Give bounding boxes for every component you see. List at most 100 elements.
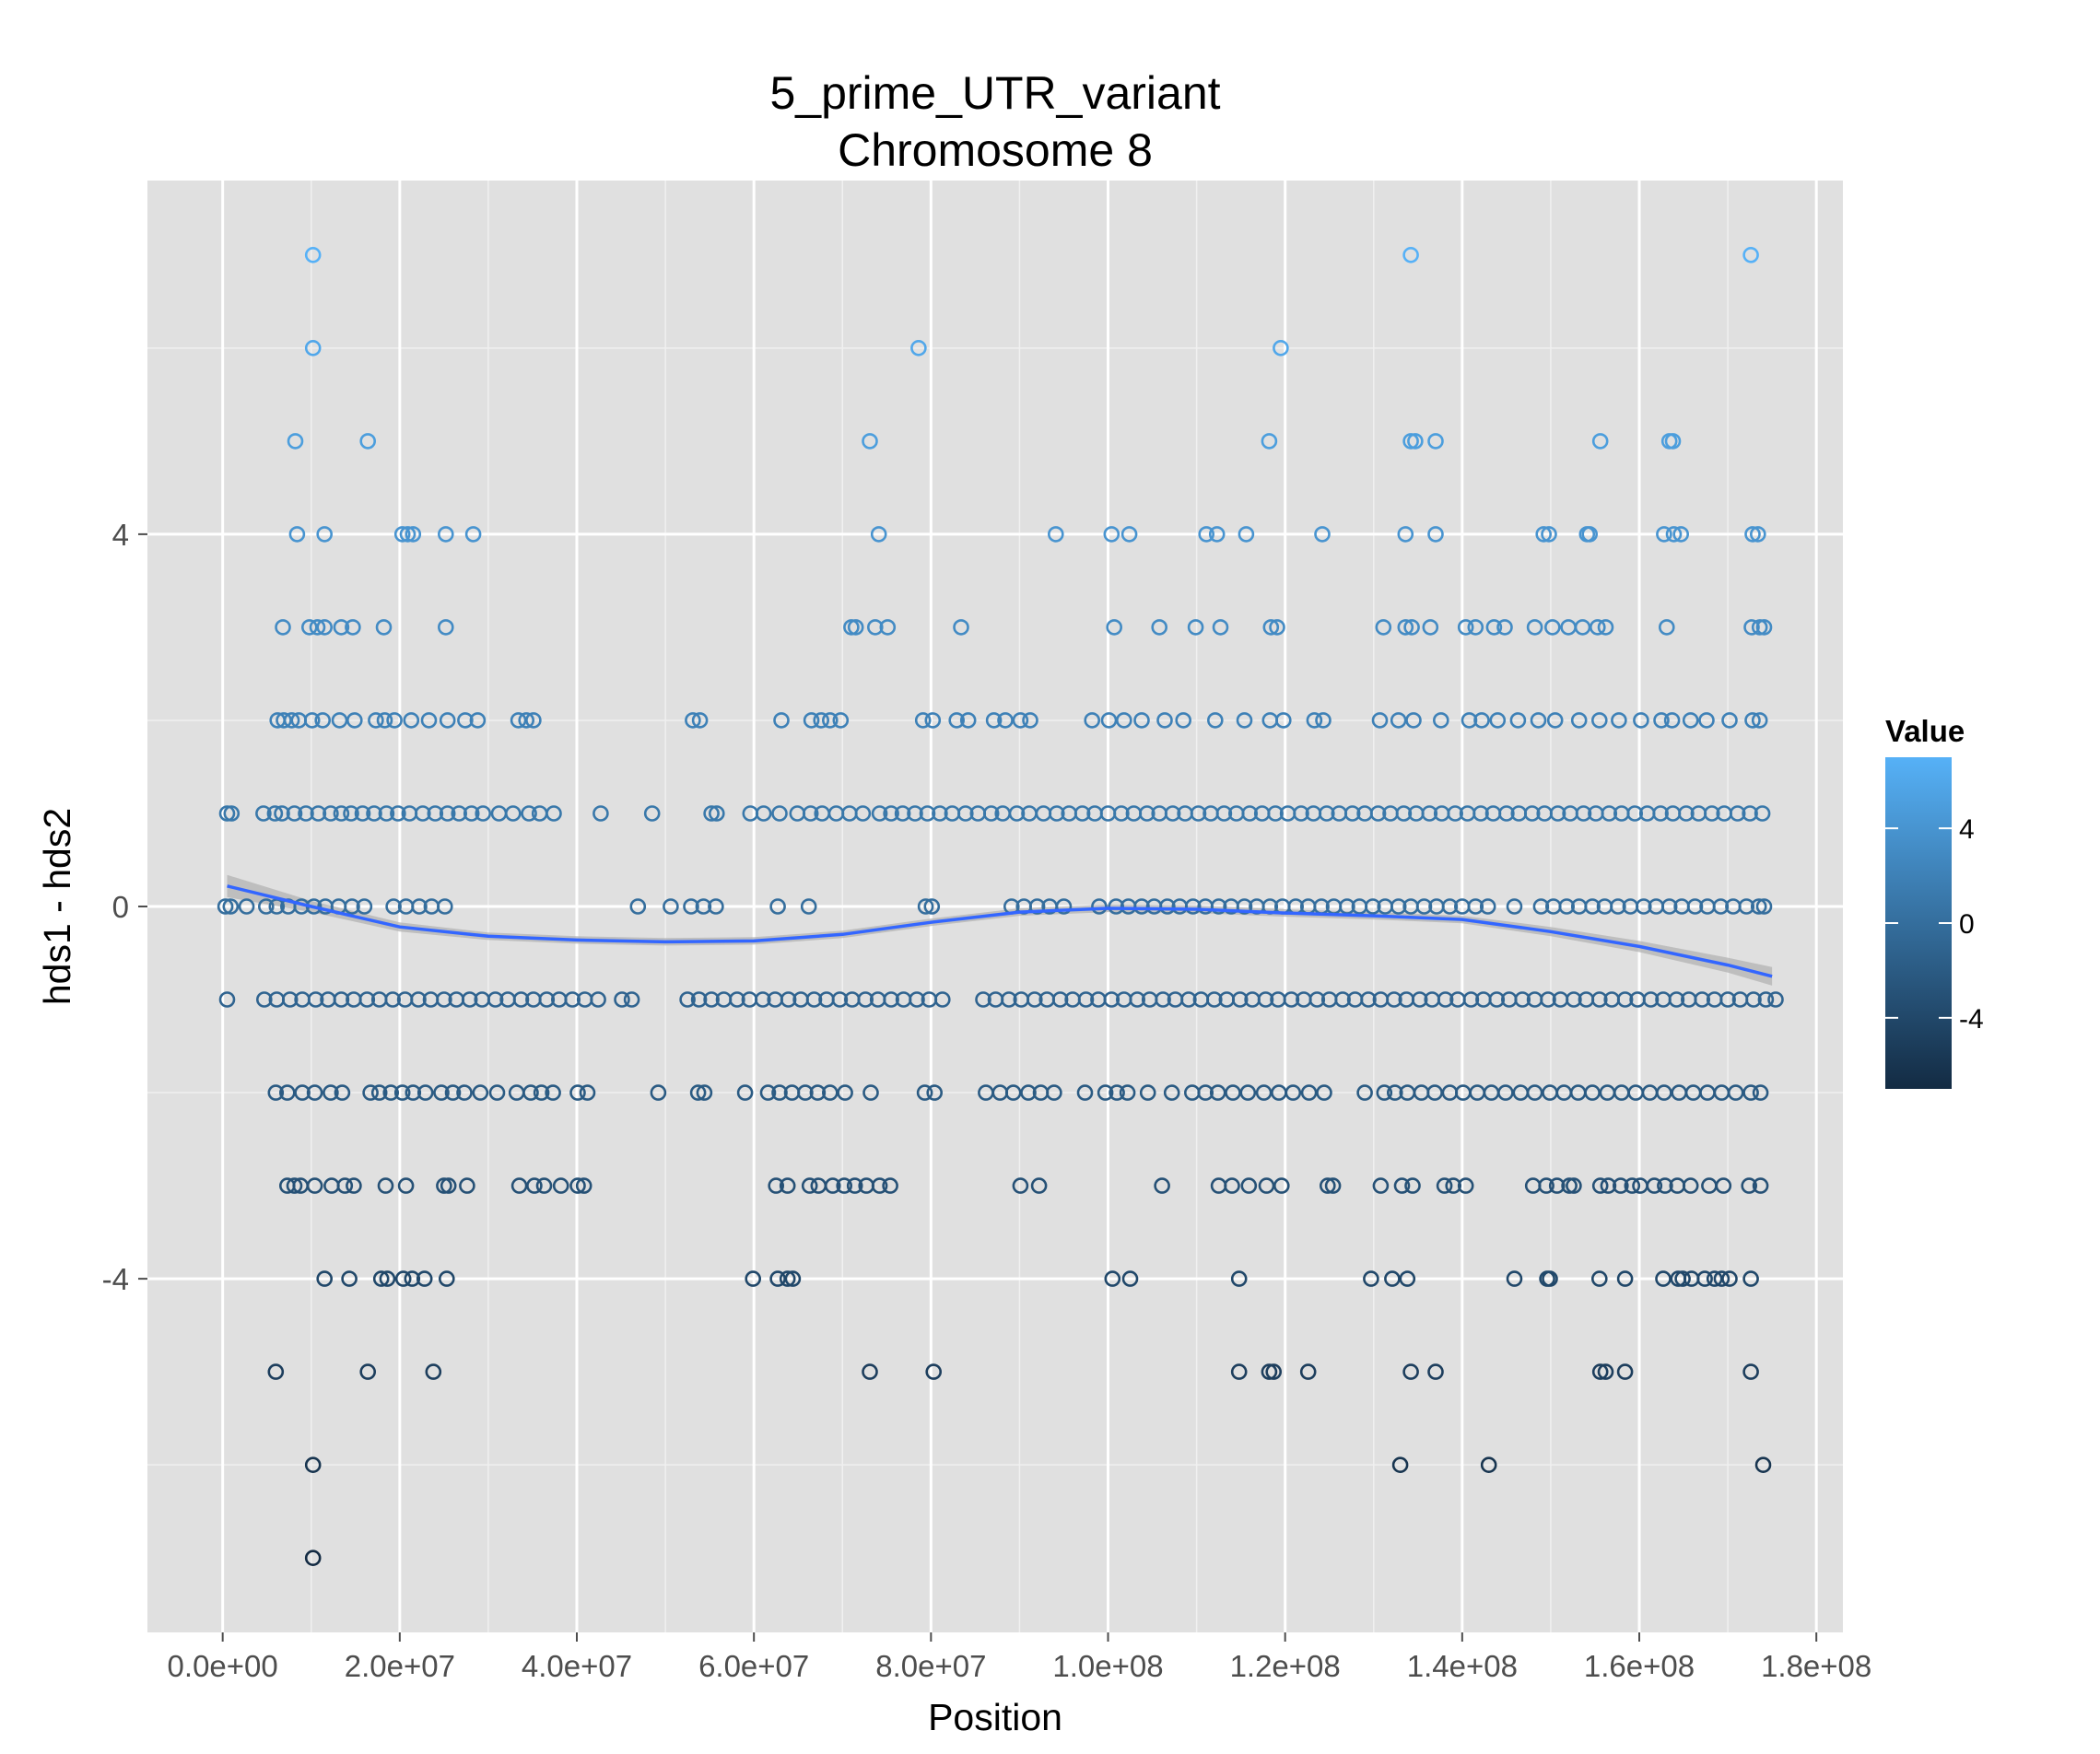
data-point <box>847 619 864 636</box>
data-point <box>1532 898 1550 915</box>
data-point <box>306 1084 323 1101</box>
data-point <box>685 712 701 729</box>
data-point <box>1411 991 1428 1008</box>
data-point <box>755 805 772 822</box>
data-point <box>1544 619 1561 636</box>
data-point <box>846 1177 863 1194</box>
data-point <box>1584 1084 1601 1101</box>
data-point <box>1207 712 1224 729</box>
x-tick-label: 1.0e+08 <box>1052 1649 1163 1683</box>
data-point <box>1241 805 1258 822</box>
data-point <box>1600 1177 1617 1194</box>
data-point <box>924 712 942 729</box>
data-point <box>1100 712 1118 729</box>
data-point <box>286 805 303 822</box>
data-point <box>1744 526 1761 543</box>
data-point <box>366 805 382 822</box>
data-point <box>1343 805 1361 822</box>
legend-ticks: 4 0 -4 <box>1885 814 1984 1035</box>
data-point <box>1129 991 1145 1008</box>
data-point <box>1267 805 1284 822</box>
data-point <box>427 805 444 822</box>
data-point <box>1407 433 1424 450</box>
data-point <box>370 1084 388 1101</box>
data-point <box>1422 619 1439 636</box>
data-point <box>883 991 899 1008</box>
data-point <box>346 1177 362 1194</box>
data-point <box>1489 712 1507 729</box>
data-point <box>1686 898 1704 915</box>
data-point <box>1591 712 1608 729</box>
data-point <box>1206 991 1223 1008</box>
data-point <box>1293 805 1309 822</box>
data-point <box>1704 805 1720 822</box>
legend: Value 4 0 -4 <box>1885 714 1984 1089</box>
scatter-points <box>217 246 1784 1566</box>
data-point <box>1457 619 1474 636</box>
y-tick-label: 4 <box>112 518 129 552</box>
data-point <box>294 1084 311 1101</box>
data-point <box>1319 805 1335 822</box>
legend-title: Value <box>1885 714 1965 748</box>
data-point <box>1393 1177 1411 1194</box>
data-point <box>1133 712 1150 729</box>
data-point <box>376 712 393 729</box>
data-point <box>356 898 373 915</box>
data-point <box>345 619 361 636</box>
smooth-line <box>227 884 1773 978</box>
data-point <box>1712 898 1730 915</box>
data-point <box>275 619 291 636</box>
x-tick-label: 1.8e+08 <box>1761 1649 1871 1683</box>
data-point <box>1742 246 1759 263</box>
data-point <box>1754 805 1771 822</box>
data-point <box>759 1084 777 1101</box>
data-point <box>385 898 402 915</box>
data-point <box>1055 898 1073 915</box>
data-point <box>932 805 948 822</box>
data-point <box>1390 712 1407 729</box>
data-point <box>1404 1177 1421 1194</box>
data-point <box>1208 526 1226 543</box>
data-point <box>1238 526 1255 543</box>
data-point <box>1316 1084 1332 1101</box>
data-point <box>1230 1270 1248 1287</box>
data-point <box>1315 712 1332 729</box>
data-point <box>1371 712 1389 729</box>
data-point <box>866 619 884 636</box>
data-point <box>879 619 897 636</box>
data-point <box>1597 619 1614 636</box>
data-point <box>436 898 453 915</box>
data-point <box>1755 898 1773 915</box>
data-point <box>857 991 874 1008</box>
data-point <box>375 619 393 636</box>
data-point <box>439 805 456 822</box>
data-point <box>650 1084 667 1101</box>
data-point <box>862 433 878 450</box>
data-point <box>736 1084 754 1101</box>
data-point <box>1240 1177 1258 1194</box>
data-point <box>643 805 661 822</box>
data-point <box>1314 526 1331 543</box>
data-point <box>438 1270 455 1287</box>
data-point <box>362 1084 379 1101</box>
x-tick-label: 1.4e+08 <box>1407 1649 1518 1683</box>
data-point <box>384 991 402 1008</box>
legend-tick-label: -4 <box>1959 1004 1984 1035</box>
data-point <box>1755 619 1773 636</box>
data-point <box>1402 1363 1419 1380</box>
data-point <box>223 805 241 822</box>
data-point <box>579 1084 596 1101</box>
data-point <box>1506 1270 1523 1287</box>
data-point <box>333 619 350 636</box>
data-point <box>425 1363 442 1380</box>
x-axis-ticks: 0.0e+00 2.0e+07 4.0e+07 6.0e+07 8.0e+07 1.0e+… <box>168 1632 1871 1683</box>
data-point <box>1427 433 1444 450</box>
data-point <box>1224 1177 1240 1194</box>
data-point <box>1356 1084 1373 1101</box>
data-point <box>1642 991 1660 1008</box>
data-point <box>218 991 236 1008</box>
data-point <box>1535 526 1552 543</box>
data-point <box>1472 805 1489 822</box>
data-point <box>1028 898 1046 915</box>
data-point <box>1154 1177 1170 1194</box>
